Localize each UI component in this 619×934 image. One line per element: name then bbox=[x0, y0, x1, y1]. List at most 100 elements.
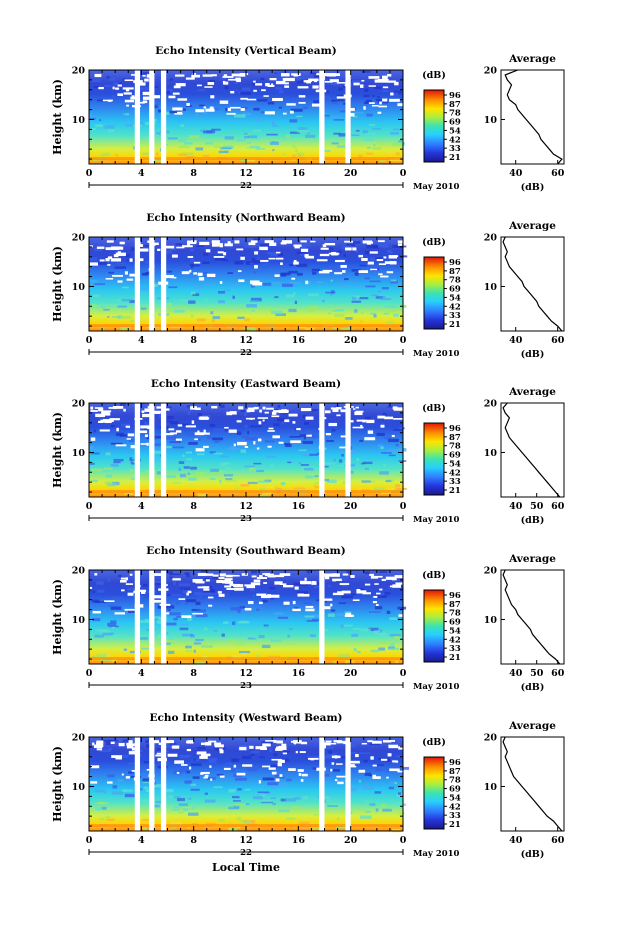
missing-cell bbox=[223, 81, 229, 85]
missing-cell bbox=[233, 443, 236, 447]
x-tick-label: 0 bbox=[86, 168, 93, 179]
heatmap-cell bbox=[271, 785, 276, 790]
missing-cell bbox=[244, 446, 249, 448]
missing-cell bbox=[286, 103, 296, 106]
heatmap-cell bbox=[205, 142, 213, 145]
missing-cell bbox=[187, 256, 194, 258]
heatmap-cell bbox=[178, 153, 187, 156]
heatmap-cell bbox=[230, 446, 235, 449]
colorbar bbox=[423, 589, 445, 663]
average-title: Average bbox=[508, 553, 556, 565]
average-profile-line bbox=[502, 402, 561, 498]
heatmap-cell bbox=[213, 747, 226, 750]
heatmap-cell bbox=[311, 435, 321, 438]
heatmap-cell bbox=[169, 247, 176, 251]
missing-cell bbox=[397, 103, 406, 107]
x-tick-label: 4 bbox=[138, 835, 145, 846]
missing-cell bbox=[129, 743, 140, 747]
heatmap-cell bbox=[106, 316, 110, 318]
missing-cell bbox=[328, 252, 340, 255]
heatmap-cell bbox=[228, 309, 231, 312]
missing-cell bbox=[192, 73, 197, 76]
heatmap-cell bbox=[366, 244, 378, 249]
missing-cell bbox=[140, 443, 149, 445]
heatmap-cell bbox=[348, 788, 358, 792]
x-tick-label: 20 bbox=[344, 335, 358, 346]
heatmap-cell bbox=[256, 469, 265, 473]
missing-cell bbox=[324, 598, 333, 601]
missing-cell bbox=[146, 768, 150, 771]
missing-cell bbox=[90, 765, 100, 769]
colorbar-tick-label: 96 bbox=[449, 424, 461, 434]
missing-cell bbox=[219, 775, 225, 778]
heatmap-cell bbox=[190, 259, 194, 263]
x-tick-label: 8 bbox=[190, 835, 197, 846]
heatmap-cell bbox=[212, 575, 222, 580]
heatmap-cell bbox=[366, 428, 374, 432]
heatmap-cell bbox=[105, 474, 112, 478]
missing-cell bbox=[368, 76, 380, 79]
missing-cell bbox=[264, 111, 275, 115]
heatmap-cell bbox=[107, 622, 117, 627]
missing-cell bbox=[95, 413, 105, 417]
heatmap-cell bbox=[143, 786, 149, 789]
missing-cell bbox=[392, 255, 399, 258]
heatmap-cell bbox=[139, 87, 151, 91]
heatmap-cell bbox=[91, 655, 98, 658]
missing-cell bbox=[236, 420, 242, 423]
heatmap-cell bbox=[329, 769, 340, 772]
missing-cell bbox=[342, 270, 346, 273]
heatmap-cell bbox=[223, 462, 231, 465]
heatmap-cell bbox=[127, 588, 137, 590]
missing-cell bbox=[246, 98, 257, 101]
heatmap-cell bbox=[169, 576, 173, 579]
heatmap-cell bbox=[246, 803, 250, 805]
missing-cell bbox=[359, 84, 364, 88]
heatmap-cell bbox=[344, 611, 352, 613]
heatmap-cell bbox=[124, 793, 136, 798]
colorbar-tick-label: 69 bbox=[449, 451, 461, 461]
heatmap-cell bbox=[173, 617, 178, 621]
missing-cell bbox=[253, 80, 256, 83]
colorbar-tick-label: 96 bbox=[449, 591, 461, 601]
x-tick-label: 0 bbox=[86, 335, 93, 346]
heatmap-cell bbox=[225, 480, 237, 482]
heatmap-cell bbox=[389, 781, 395, 784]
heatmap-cell bbox=[273, 636, 286, 639]
heatmap-cell bbox=[294, 607, 299, 610]
heatmap-cell bbox=[167, 302, 172, 307]
heatmap-cell bbox=[97, 417, 105, 419]
heatmap-cell bbox=[304, 307, 315, 310]
missing-cell bbox=[125, 776, 130, 779]
heatmap-cell bbox=[250, 285, 255, 288]
missing-cell bbox=[130, 445, 137, 449]
colorbar-tick-label: 69 bbox=[449, 118, 461, 128]
heatmap-cell bbox=[139, 753, 142, 757]
x-tick-label: 4 bbox=[138, 335, 145, 346]
heatmap-cell bbox=[124, 493, 134, 495]
data-gap bbox=[319, 570, 325, 664]
heatmap-cell bbox=[376, 432, 385, 436]
heatmap-cell bbox=[144, 260, 151, 264]
heatmap-cell bbox=[393, 92, 399, 96]
missing-cell bbox=[270, 83, 274, 86]
colorbar-tick-label: 42 bbox=[449, 635, 461, 645]
heatmap-cell bbox=[196, 245, 204, 248]
heatmap-cell bbox=[388, 151, 394, 154]
colorbar-tick-label: 87 bbox=[449, 767, 461, 777]
missing-cell bbox=[195, 581, 205, 584]
missing-cell bbox=[124, 99, 135, 103]
heatmap-cell bbox=[287, 742, 297, 746]
heatmap-cell bbox=[272, 124, 278, 127]
heatmap-cell bbox=[246, 147, 250, 150]
heatmap-cell bbox=[251, 309, 255, 312]
heatmap-cell bbox=[93, 86, 100, 88]
heatmap-cell bbox=[374, 791, 382, 794]
heatmap-cell bbox=[240, 255, 245, 259]
missing-cell bbox=[230, 90, 235, 94]
x-tick-label: 20 bbox=[344, 835, 358, 846]
missing-cell bbox=[125, 88, 130, 92]
heatmap-cell bbox=[180, 266, 191, 270]
heatmap-cell bbox=[361, 741, 365, 745]
heatmap-cell bbox=[244, 424, 248, 428]
